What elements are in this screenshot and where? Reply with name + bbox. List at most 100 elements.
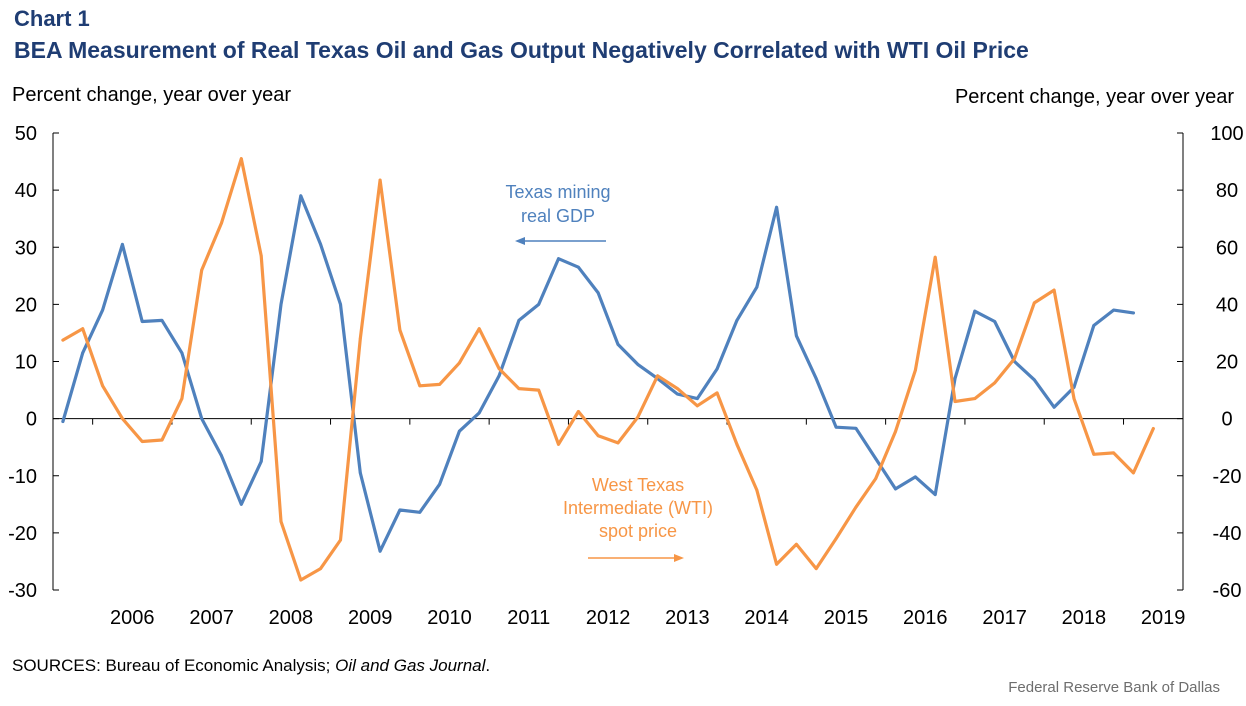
gdp-data-point (101, 308, 104, 312)
wti-data-point (557, 442, 560, 446)
sources-prefix: SOURCES: Bureau of Economic Analysis; (12, 656, 336, 675)
y-right-tick-label: 0 (1221, 409, 1232, 431)
gdp-data-point (933, 493, 937, 496)
wti-data-point (497, 367, 501, 370)
y-left-tick-label: -30 (8, 580, 37, 602)
wti-data-point (1072, 397, 1076, 400)
gdp-data-point (398, 508, 402, 512)
wti-data-point (458, 361, 461, 365)
gdp-data-point (735, 319, 739, 322)
gdp-data-point (795, 334, 798, 338)
wti-data-point (299, 578, 303, 582)
wti-price-line (61, 157, 1155, 582)
wti-data-point (378, 178, 382, 182)
wti-data-point (1013, 357, 1016, 360)
y-right-tick-label: -40 (1213, 523, 1242, 545)
gdp-series-label-line1: Texas mining (505, 182, 610, 202)
wti-price-points (61, 157, 1155, 582)
gdp-data-point (497, 374, 501, 378)
annotation-layer: Texas mining real GDP West Texas Interme… (505, 182, 713, 562)
x-tick-label: 2018 (1062, 607, 1107, 629)
y-left-tick-label: 0 (26, 409, 37, 431)
gdp-data-point (537, 303, 541, 306)
wti-data-point (121, 417, 124, 420)
gdp-series-label-line2: real GDP (521, 206, 595, 226)
gdp-data-point (200, 417, 204, 420)
wti-data-point (933, 255, 937, 259)
y-axis-label-right: Percent change, year over year (954, 86, 1234, 108)
credit-line: Federal Reserve Bank of Dallas (1008, 679, 1220, 696)
gdp-data-point (339, 303, 342, 306)
gdp-data-point (636, 363, 640, 366)
wti-data-point (894, 430, 897, 433)
sources-note: SOURCES: Bureau of Economic Analysis; Oi… (12, 656, 490, 676)
wti-data-point (140, 440, 144, 443)
gdp-data-point (715, 367, 719, 371)
y-right-tick-label: 20 (1216, 352, 1238, 374)
y-axis-label-left: Percent change, year over year (12, 84, 292, 106)
gdp-data-point (358, 471, 362, 475)
wti-data-point (220, 221, 223, 225)
gdp-data-point (121, 243, 124, 246)
wti-data-point (695, 404, 699, 408)
gdp-data-point (953, 377, 957, 380)
wti-data-point (160, 438, 164, 442)
wti-data-point (854, 505, 858, 509)
wti-data-point (755, 488, 759, 492)
gdp-data-point (596, 291, 600, 295)
gdp-arrow-left-icon (515, 237, 606, 245)
wti-data-point (477, 327, 481, 331)
y-left-tick-label: 10 (15, 352, 37, 374)
wti-series-label-line3: spot price (599, 521, 677, 541)
chart-label: Chart 1 (14, 6, 90, 31)
chart-axes: -30 -20 -10 0 10 20 30 40 50 -60 -40 -20 0 20 40 60 80 10… (8, 123, 1244, 629)
gdp-data-point (477, 411, 481, 415)
y-left-tick-label: 20 (15, 294, 37, 316)
gdp-data-point (259, 460, 263, 463)
chart-title: BEA Measurement of Real Texas Oil and Ga… (14, 37, 1029, 63)
wti-data-point (814, 567, 818, 570)
x-tick-label: 2008 (269, 607, 314, 629)
y-right-tick-label: 60 (1216, 237, 1238, 259)
wti-data-point (1151, 427, 1155, 430)
x-tick-label: 2019 (1141, 607, 1186, 629)
x-tick-label: 2006 (110, 607, 155, 629)
gdp-data-point (676, 392, 679, 396)
wti-data-point (339, 538, 342, 542)
wti-data-point (517, 387, 521, 390)
wti-data-point (636, 415, 640, 419)
wti-data-point (358, 337, 362, 340)
y-left-tick-label: 50 (15, 123, 37, 145)
wti-data-point (279, 520, 283, 523)
sources-suffix: . (485, 656, 491, 675)
wti-data-point (1092, 452, 1096, 456)
x-tick-label: 2017 (982, 607, 1027, 629)
wti-data-point (715, 391, 719, 395)
wti-data-point (775, 562, 778, 566)
y-left-tick-label: -10 (8, 466, 37, 488)
sources-journal: Oil and Gas Journal (335, 656, 486, 675)
wti-data-point (81, 327, 85, 331)
gdp-data-point (1132, 311, 1135, 315)
x-tick-label: 2010 (427, 607, 472, 629)
gdp-data-point (993, 320, 997, 323)
x-tick-label: 2007 (189, 607, 234, 629)
wti-data-point (596, 434, 600, 438)
gdp-data-point (755, 285, 759, 289)
gdp-data-point (775, 205, 778, 209)
gdp-data-point (557, 257, 560, 261)
y-left-tick-label: 40 (15, 180, 37, 202)
y-right-tick-label: -60 (1213, 580, 1242, 602)
gdp-data-point (319, 243, 322, 246)
gdp-data-point (140, 320, 144, 323)
wti-data-point (1032, 301, 1036, 305)
gdp-data-point (378, 549, 382, 553)
wti-data-point (874, 477, 878, 480)
wti-data-point (656, 374, 659, 378)
y-left-tick-label: 30 (15, 237, 37, 259)
gdp-data-point (1112, 308, 1115, 312)
wti-data-point (676, 387, 679, 390)
x-tick-label: 2012 (586, 607, 631, 629)
gdp-data-point (695, 397, 699, 400)
